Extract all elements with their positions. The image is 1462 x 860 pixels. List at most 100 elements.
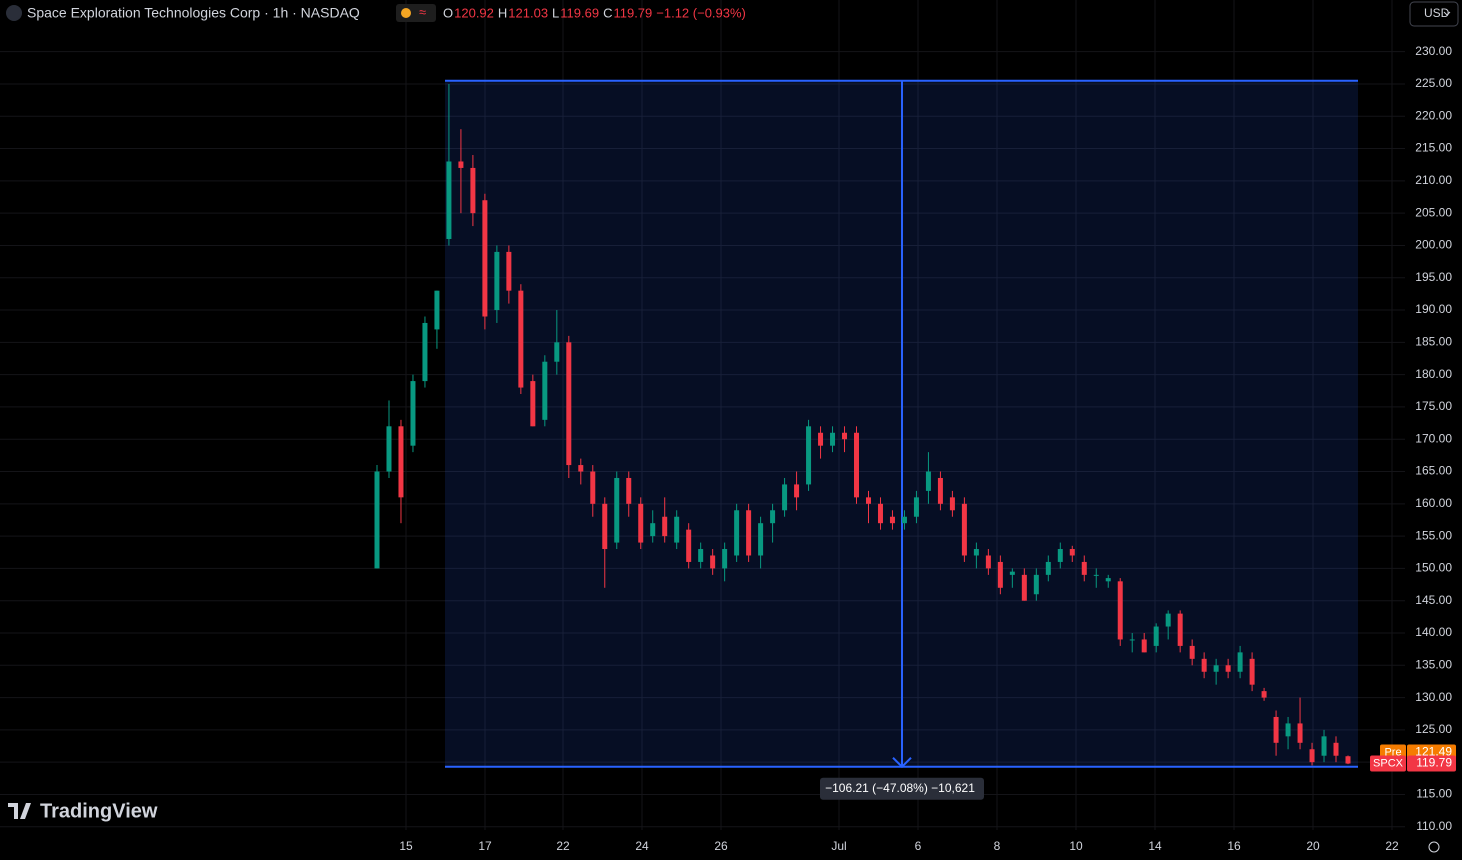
candle-body (422, 322, 428, 382)
y-tick-label: 205.00 (1415, 205, 1452, 219)
x-tick-label: 26 (714, 839, 728, 853)
candle-body (1009, 571, 1015, 575)
candle-body (985, 555, 991, 569)
candle-body (1273, 716, 1279, 743)
grid (0, 0, 1405, 830)
symbol-title: Space Exploration Technologies Corp · 1h… (27, 5, 360, 21)
candle-body (542, 361, 548, 420)
price-tag-name: SPCX (1373, 757, 1404, 769)
candle-body (590, 471, 596, 504)
candle-body (782, 484, 788, 511)
price-tag-name: Pre (1384, 746, 1401, 758)
measure-tool: −106.21 (−47.08%) −10,621 (445, 79, 1358, 800)
x-tick-label: Jul (831, 839, 846, 853)
candle-body (710, 555, 716, 569)
candle-body (626, 477, 632, 504)
candle-body (1093, 574, 1099, 576)
price-tag-value: 119.79 (1416, 756, 1452, 770)
candle-body (458, 161, 464, 168)
x-tick-label: 17 (478, 839, 492, 853)
x-tick-label: 8 (994, 839, 1001, 853)
candle-body (434, 290, 440, 330)
candle-body (758, 523, 764, 556)
candle-body (1237, 652, 1243, 672)
y-tick-label: 145.00 (1415, 593, 1452, 607)
candle-body (554, 342, 560, 362)
price-tag-value: 121.49 (1415, 745, 1452, 759)
candle-body (734, 510, 740, 556)
candle-body (1213, 665, 1219, 672)
candle-body (602, 503, 608, 550)
y-tick-label: 195.00 (1415, 270, 1452, 284)
y-tick-label: 115.00 (1416, 787, 1452, 801)
candle-body (1345, 756, 1351, 764)
y-tick-label: 215.00 (1415, 141, 1452, 155)
y-tick-label: 175.00 (1415, 399, 1452, 413)
candle-body (865, 497, 871, 504)
candle-body (1225, 665, 1231, 672)
candle-body (961, 503, 967, 556)
candle-body (1081, 561, 1087, 575)
candle-body (530, 381, 536, 427)
ohlc-value: 121.03 (508, 5, 548, 20)
y-tick-label: 160.00 (1415, 496, 1452, 510)
x-tick-label: 15 (399, 839, 413, 853)
candle-body (518, 290, 524, 388)
brand-logo (8, 803, 31, 819)
y-tick-label: 220.00 (1415, 108, 1452, 122)
candle-body (446, 161, 452, 239)
candle-body (1249, 658, 1255, 685)
candle-body (686, 529, 692, 562)
candle-body (997, 561, 1003, 588)
currency-label: USD (1424, 6, 1450, 20)
currency-button[interactable] (1409, 1, 1459, 27)
ohlc-legend: O 120.92 H 121.03 L 119.69 C 119.79 −1.12 (−0.93… (443, 5, 746, 20)
candle-body (1285, 723, 1291, 737)
candle-body (578, 465, 584, 472)
candle-body (482, 200, 488, 317)
currency-caret (1443, 11, 1451, 16)
y-tick-label: 200.00 (1415, 238, 1452, 252)
symbol-icon[interactable] (6, 5, 22, 21)
x-tick-label: 10 (1069, 839, 1083, 853)
candle-body (506, 251, 512, 291)
candle-body (674, 516, 680, 543)
candle-body (1297, 723, 1303, 743)
y-tick-label: 230.00 (1415, 44, 1452, 58)
ohlc-key: L (552, 5, 559, 20)
y-tick-label: 185.00 (1415, 335, 1452, 349)
candle-body (614, 477, 620, 543)
candle-body (386, 426, 392, 472)
candle-body (901, 516, 907, 524)
candle-body (794, 484, 800, 498)
candle-body (722, 549, 728, 569)
candle-body (854, 432, 860, 498)
candle-body (973, 549, 979, 556)
candle-body (877, 503, 883, 524)
price-change: −1.12 (−0.93%) (656, 5, 746, 20)
y-tick-label: 225.00 (1415, 76, 1452, 90)
candle-body (1189, 645, 1195, 659)
candle-body (1141, 639, 1147, 653)
candle-body (1105, 578, 1111, 582)
y-tick-label: 210.00 (1415, 173, 1452, 187)
x-tick-label: 22 (556, 839, 570, 853)
candle-body (398, 426, 404, 498)
candle-body (1117, 581, 1123, 640)
y-tick-label: 170.00 (1415, 431, 1452, 445)
price-tag-name-bg (1370, 755, 1406, 772)
settings-button[interactable] (1428, 841, 1440, 853)
candle-body (949, 497, 955, 511)
ohlc-value: 120.92 (454, 5, 494, 20)
candle-body (830, 432, 836, 446)
y-tick-label: 155.00 (1415, 528, 1452, 542)
candle-body (925, 471, 931, 491)
candle-body (698, 549, 704, 562)
y-tick-label: 165.00 (1415, 464, 1452, 478)
candle-body (1153, 626, 1159, 646)
market-status-icon (401, 8, 411, 18)
candle-body (1261, 691, 1267, 698)
indicator-icon: ≈ (419, 4, 426, 19)
x-tick-label: 14 (1148, 839, 1162, 853)
